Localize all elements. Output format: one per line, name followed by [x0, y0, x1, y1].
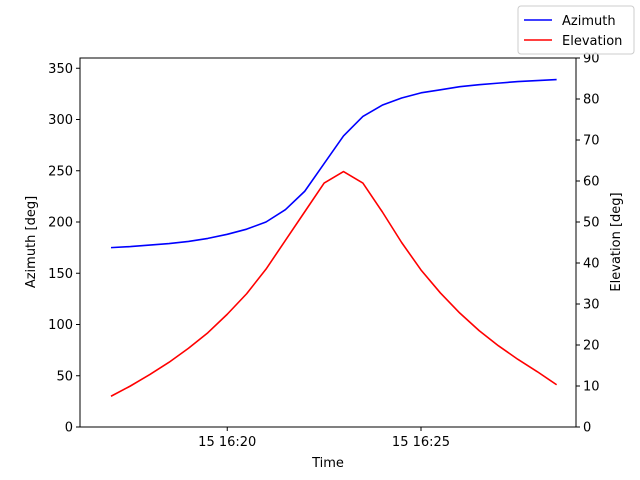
right-y-tick-label: 70	[583, 134, 600, 149]
x-tick-label: 15 16:20	[198, 435, 256, 450]
legend-box	[517, 5, 635, 55]
left-y-tick-label: 250	[48, 164, 73, 179]
right-y-tick-label: 0	[583, 421, 591, 436]
right-y-tick-label: 50	[583, 216, 600, 231]
x-axis-label: Time	[311, 456, 344, 471]
axes-layer: 0 50 100 150 200 250 300 350 0 10 20 30 40 50 60 70 80 90…	[48, 52, 599, 451]
x-tick-label: 15 16:25	[392, 435, 450, 450]
right-y-tick-label: 20	[583, 339, 600, 354]
left-y-tick-label: 100	[48, 318, 73, 333]
left-y-tick-label: 150	[48, 267, 73, 282]
series-line-azimuth	[110, 78, 557, 249]
series-line-elevation	[110, 170, 558, 397]
right-y-axis-label: Elevation [deg]	[609, 192, 624, 291]
left-y-tick-label: 50	[56, 369, 73, 384]
right-y-tick-label: 80	[583, 93, 600, 108]
left-y-axis-label: Azimuth [deg]	[24, 196, 39, 288]
left-y-tick-label: 200	[48, 216, 73, 231]
right-y-tick-label: 30	[583, 298, 600, 313]
right-y-tick-label: 40	[583, 257, 600, 272]
right-y-tick-label: 90	[583, 52, 600, 67]
left-y-tick-label: 0	[65, 421, 73, 436]
legend: Azimuth Elevation	[517, 5, 635, 55]
legend-label-elevation: Elevation	[562, 34, 622, 49]
right-y-tick-label: 10	[583, 380, 600, 395]
series-layer	[110, 78, 558, 397]
left-y-tick-label: 350	[48, 62, 73, 77]
plot-frame	[79, 57, 577, 428]
right-y-tick-label: 60	[583, 175, 600, 190]
legend-label-azimuth: Azimuth	[562, 14, 616, 29]
left-y-tick-label: 300	[48, 113, 73, 128]
